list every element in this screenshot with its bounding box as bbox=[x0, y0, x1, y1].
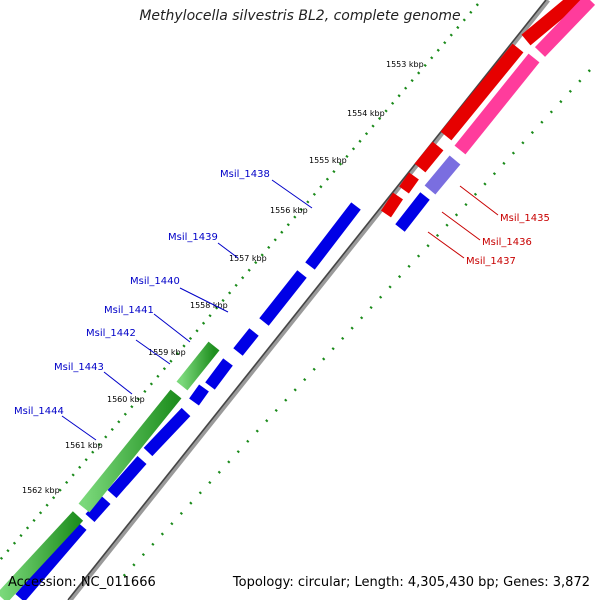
gene-feature-green[interactable] bbox=[78, 389, 182, 513]
gene-leader-line bbox=[179, 287, 229, 313]
gene-label[interactable]: Msil_1444 bbox=[14, 406, 64, 417]
gene-feature-pink[interactable] bbox=[534, 0, 596, 57]
gene-leader-line bbox=[459, 185, 499, 216]
gene-leader-line bbox=[153, 313, 191, 343]
gene-feature-red[interactable] bbox=[414, 141, 444, 173]
gene-label[interactable]: Msil_1441 bbox=[104, 305, 154, 316]
kbp-tick-label: 1557 kbp bbox=[229, 254, 267, 263]
gene-label[interactable]: Msil_1435 bbox=[500, 213, 550, 224]
kbp-tick-label: 1556 kbp bbox=[270, 206, 308, 215]
gene-feature-red[interactable] bbox=[521, 0, 585, 46]
gene-leader-line bbox=[103, 371, 133, 395]
kbp-tick-label: 1562 kbp bbox=[22, 486, 60, 495]
kbp-tick-label: 1553 kbp bbox=[386, 60, 424, 69]
gene-feature-green[interactable] bbox=[176, 341, 220, 391]
gene-leader-line bbox=[61, 415, 97, 441]
gene-feature-blue[interactable] bbox=[85, 496, 111, 522]
gene-label[interactable]: Msil_1438 bbox=[220, 169, 270, 180]
gene-feature-blue[interactable] bbox=[143, 407, 191, 457]
gene-feature-blue[interactable] bbox=[189, 384, 209, 406]
gene-feature-blue[interactable] bbox=[233, 328, 259, 356]
topology-label: Topology: circular; Length: 4,305,430 bp… bbox=[232, 575, 590, 590]
gene-feature-red[interactable] bbox=[399, 172, 419, 194]
gene-feature-pink[interactable] bbox=[424, 155, 461, 195]
map-title: Methylocella silvestris BL2, complete ge… bbox=[139, 8, 461, 24]
gene-feature-blue[interactable] bbox=[305, 202, 361, 270]
gene-leader-line bbox=[427, 231, 465, 259]
gene-leader-line bbox=[217, 242, 239, 259]
gene-feature-blue[interactable] bbox=[395, 192, 430, 232]
kbp-tick-label: 1555 kbp bbox=[309, 156, 347, 165]
gene-feature-blue[interactable] bbox=[259, 270, 307, 326]
gene-feature-red[interactable] bbox=[381, 192, 403, 218]
gene-feature-blue[interactable] bbox=[15, 522, 87, 600]
gene-feature-green[interactable] bbox=[0, 511, 84, 600]
accession-label: Accession: NC_011666 bbox=[8, 575, 156, 590]
gene-feature-pink[interactable] bbox=[454, 53, 540, 155]
dotted-ring-outer bbox=[0, 3, 479, 561]
gene-feature-red[interactable] bbox=[440, 43, 524, 141]
kbp-tick-label: 1560 kbp bbox=[107, 395, 145, 404]
dotted-ring-inner bbox=[119, 69, 591, 581]
gene-label[interactable]: Msil_1437 bbox=[466, 256, 516, 267]
kbp-tick-label: 1554 kbp bbox=[347, 109, 385, 118]
kbp-tick-label: 1561 kbp bbox=[65, 441, 103, 450]
kbp-tick-label: 1558 kbp bbox=[190, 301, 228, 310]
genome-backbone-core bbox=[67, 0, 547, 600]
kbp-tick-label: 1559 kbp bbox=[148, 348, 186, 357]
gene-leader-line bbox=[135, 339, 171, 365]
gene-feature-blue[interactable] bbox=[107, 456, 147, 498]
gene-label[interactable]: Msil_1439 bbox=[168, 232, 218, 243]
gene-label[interactable]: Msil_1436 bbox=[482, 237, 532, 248]
gene-feature-blue[interactable] bbox=[205, 358, 233, 390]
gene-label[interactable]: Msil_1442 bbox=[86, 328, 136, 339]
gene-label[interactable]: Msil_1440 bbox=[130, 276, 180, 287]
gene-leader-line bbox=[271, 179, 313, 209]
gene-leader-line bbox=[441, 211, 481, 241]
gene-label[interactable]: Msil_1443 bbox=[54, 362, 104, 373]
